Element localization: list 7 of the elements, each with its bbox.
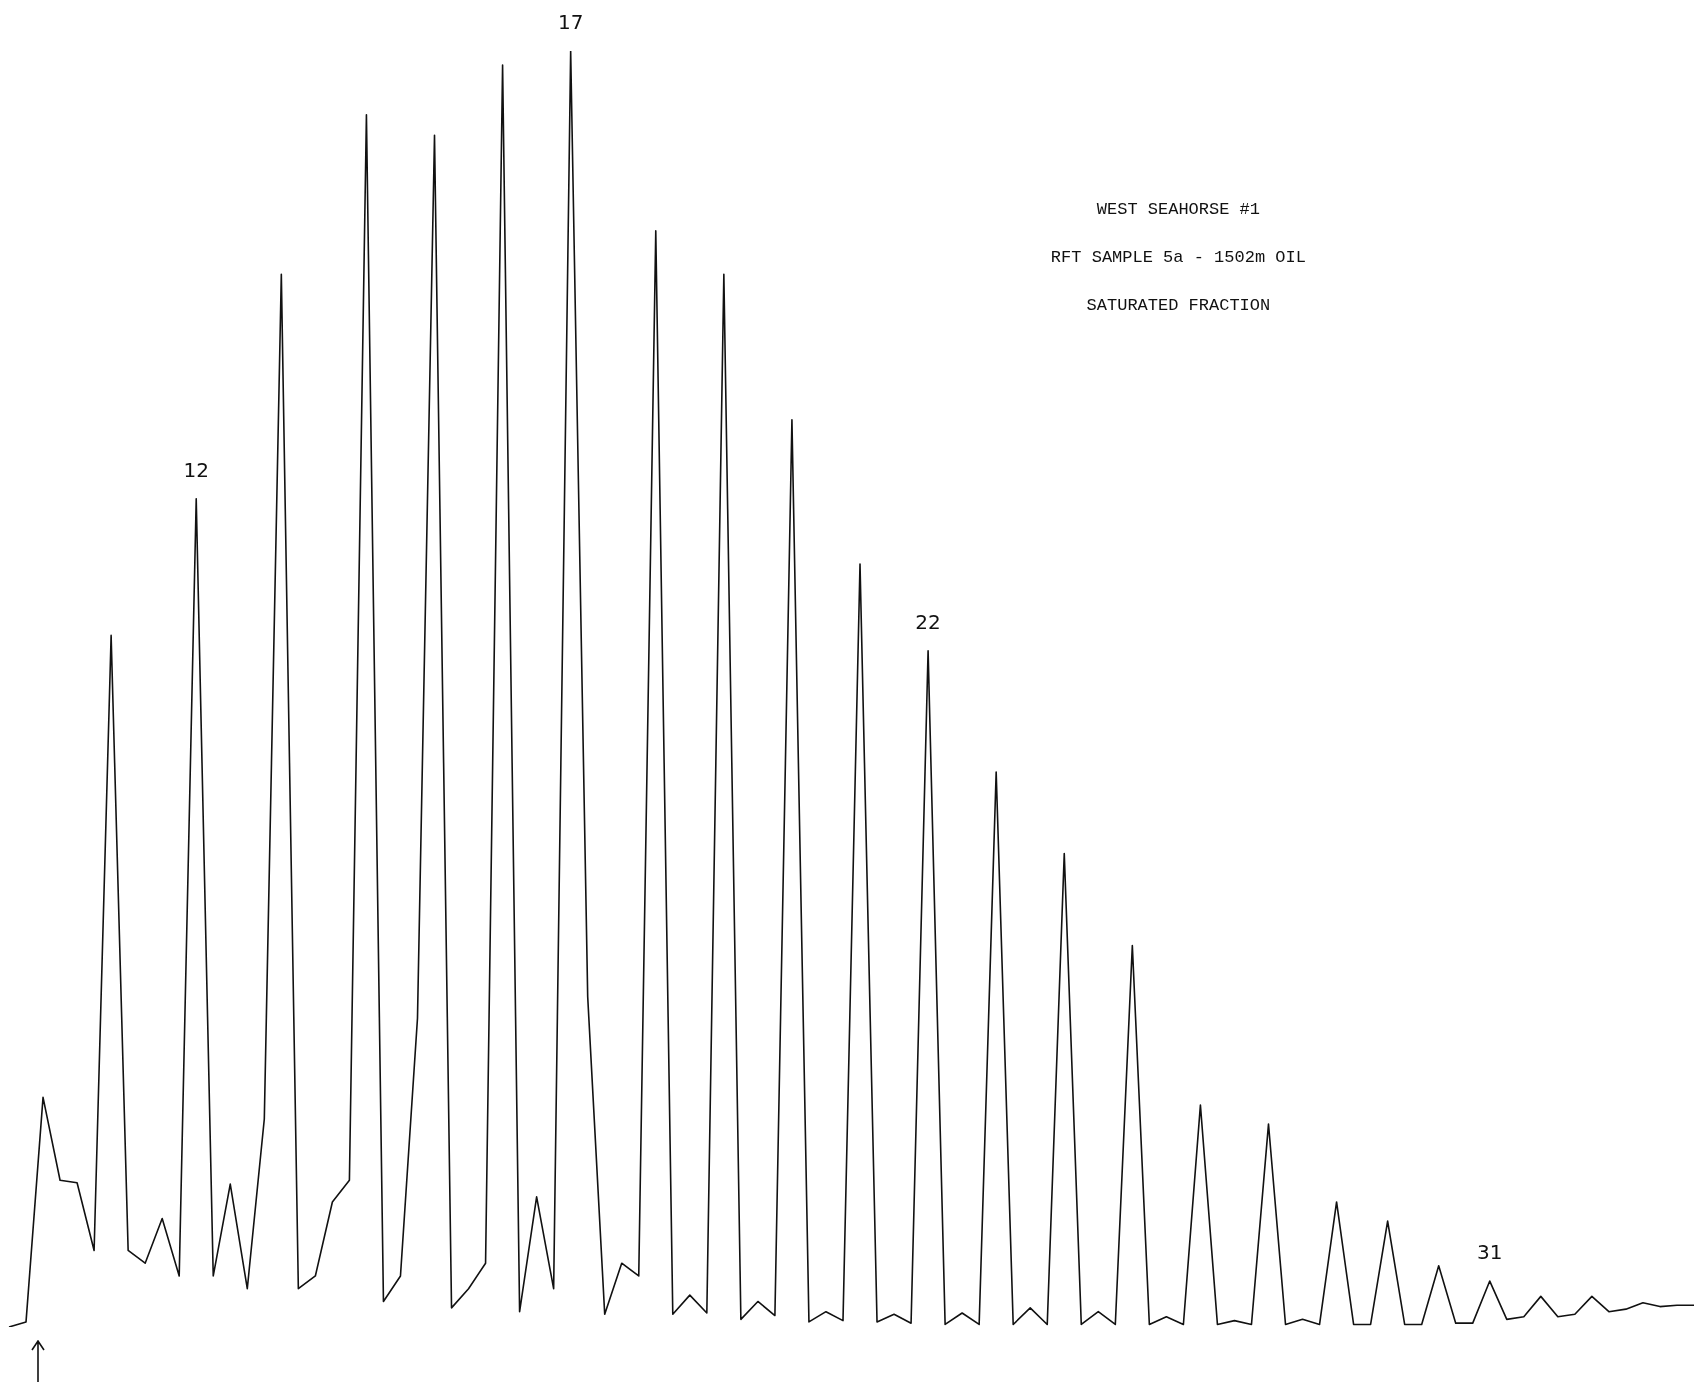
annotation: 22 (915, 609, 941, 634)
annotation: SATURATED FRACTION (1086, 296, 1271, 315)
text: RFT SAMPLE 5a - 1502m OIL (1050, 248, 1306, 267)
annotation: 17 (557, 10, 584, 34)
annotation: 31 (1477, 1240, 1503, 1265)
annotation: 12 (183, 457, 209, 482)
text: WEST SEAHORSE #1 (1096, 200, 1261, 219)
